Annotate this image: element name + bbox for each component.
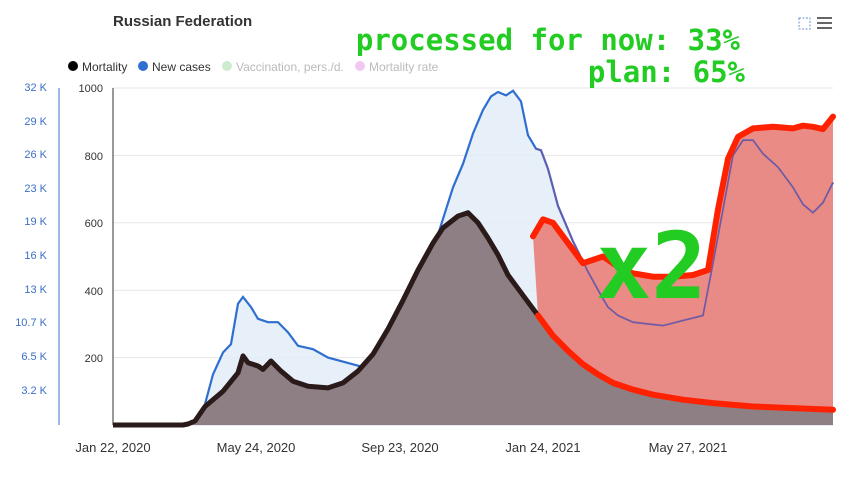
chart-title: Russian Federation [113, 13, 252, 30]
x-tick: Jan 22, 2020 [75, 440, 150, 455]
right-tick: 400 [85, 286, 103, 298]
right-tick: 1000 [79, 83, 103, 95]
legend-label: Mortality [82, 60, 127, 74]
left-tick: 29 K [24, 116, 47, 128]
legend-item-vaccination[interactable]: Vaccination, pers./d. [222, 60, 344, 74]
legend-item-new-cases[interactable]: New cases [138, 60, 211, 74]
legend-item-mortality[interactable]: Mortality [68, 60, 127, 74]
left-tick: 13 K [24, 284, 47, 296]
legend: Mortality New cases Vaccination, pers./d… [68, 60, 439, 74]
plan-annotation: plan: 65% [588, 55, 746, 89]
processed-annotation: processed for now: 33% [356, 23, 741, 57]
left-tick: 26 K [24, 149, 47, 161]
x-tick: May 24, 2020 [217, 440, 296, 455]
x-tick: Sep 23, 2020 [361, 440, 438, 455]
x-tick: May 27, 2021 [649, 440, 728, 455]
estimate-lower-line [535, 312, 836, 413]
left-tick: 10.7 K [15, 317, 47, 329]
left-tick: 32 K [24, 82, 47, 94]
left-tick: 19 K [24, 216, 47, 228]
legend-label: Vaccination, pers./d. [236, 60, 344, 74]
right-tick: 600 [85, 218, 103, 230]
x-tick: Jan 24, 2021 [505, 440, 580, 455]
mortality-area [113, 212, 833, 425]
chart-menu-icon[interactable] [798, 17, 832, 30]
left-tick: 3.2 K [21, 385, 47, 397]
left-tick: 23 K [24, 183, 47, 195]
x-axis-ticks: Jan 22, 2020 May 24, 2020 Sep 23, 2020 J… [75, 440, 727, 455]
legend-label: Mortality rate [369, 60, 439, 74]
left-axis-ticks: 32 K 29 K 26 K 23 K 19 K 16 K 13 K 10.7 … [15, 82, 47, 397]
left-tick: 16 K [24, 250, 47, 262]
right-axis-ticks: 1000 800 600 400 200 [79, 83, 103, 365]
legend-label: New cases [152, 60, 211, 74]
new-cases-overlay-line [535, 139, 834, 327]
legend-item-mortality-rate[interactable]: Mortality rate [355, 60, 439, 74]
right-tick: 800 [85, 151, 103, 163]
x2-annotation: x2 [596, 213, 707, 320]
estimate-upper-line [530, 113, 836, 280]
left-tick: 6.5 K [21, 351, 47, 363]
estimate-area [533, 116, 833, 410]
right-tick: 200 [85, 353, 103, 365]
